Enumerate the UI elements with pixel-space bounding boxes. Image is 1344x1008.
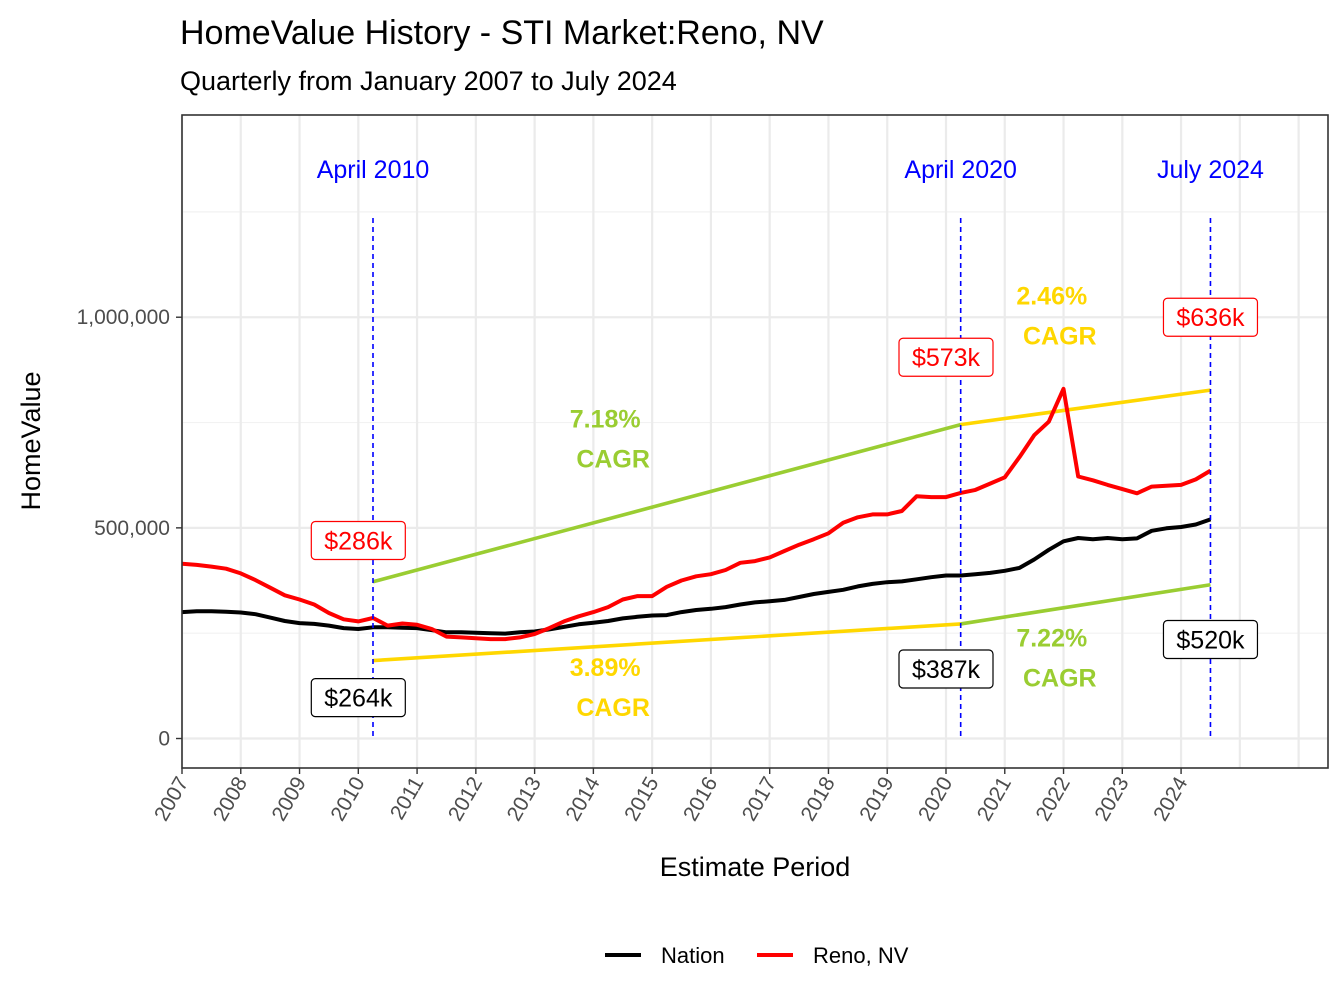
cagr-trend-line (372, 622, 961, 663)
x-tick-label: 2016 (679, 773, 722, 825)
cagr-word-label: CAGR (576, 446, 650, 474)
x-tick-label: 2010 (326, 773, 369, 825)
label-layer: $286k $264k $573k $387k $636k $520k 7.18% CAGR 2… (310, 283, 1259, 722)
value-label-box (1162, 619, 1259, 660)
y-axis-title: HomeValue (16, 371, 46, 510)
event-label: July 2024 (1157, 156, 1264, 184)
x-tick-label: 2022 (1032, 773, 1075, 825)
x-tick-label: 2014 (561, 773, 604, 825)
x-axis-title: Estimate Period (660, 852, 851, 882)
x-tick-label: 2011 (386, 773, 429, 824)
cagr-trend-line (372, 422, 962, 584)
x-tick-label: 2013 (503, 773, 546, 825)
value-label: $264k (324, 685, 393, 713)
value-label-box (898, 337, 994, 377)
series-layer (181, 386, 1212, 642)
cagr-trend-line (960, 388, 1211, 427)
legend: Nation Reno, NV (605, 943, 909, 968)
value-label-box (310, 678, 406, 718)
cagr-word-label: CAGR (1023, 665, 1097, 693)
x-tick-label: 2009 (268, 773, 311, 825)
value-label: $636k (1176, 304, 1245, 332)
x-tick-label: 2020 (914, 773, 957, 825)
value-label-box (1162, 297, 1259, 337)
series-line-nation (181, 517, 1212, 636)
x-tick-label: 2015 (620, 773, 663, 825)
value-label-box (898, 649, 994, 689)
cagr-percent-label: 3.89% (570, 654, 641, 682)
x-tick-label: 2008 (209, 773, 252, 825)
legend-label-nation: Nation (661, 943, 725, 968)
chart-title: HomeValue History - STI Market:Reno, NV (180, 14, 824, 52)
x-tick-label: 2018 (797, 773, 840, 825)
x-tick-label: 2019 (855, 773, 898, 825)
value-label: $573k (912, 344, 981, 372)
y-tick-label: 1,000,000 (77, 306, 170, 329)
y-tick-label: 0 (158, 728, 170, 751)
value-label: $387k (912, 656, 981, 684)
value-label: $520k (1176, 627, 1245, 655)
event-label: April 2020 (904, 156, 1017, 184)
cagr-percent-label: 2.46% (1016, 283, 1087, 311)
x-tick-label: 2012 (444, 773, 487, 825)
x-tick-label: 2007 (150, 773, 193, 825)
x-tick-label: 2017 (738, 773, 781, 825)
plot-panel-border (181, 114, 1329, 769)
cagr-word-label: CAGR (1023, 323, 1097, 351)
trend-layer (372, 388, 1211, 663)
chart-subtitle: Quarterly from January 2007 to July 2024 (180, 66, 677, 96)
grid-layer (180, 115, 1328, 768)
series-line-reno (181, 386, 1212, 642)
y-tick-label: 500,000 (94, 517, 170, 540)
cagr-word-label: CAGR (576, 694, 650, 722)
cagr-percent-label: 7.18% (570, 406, 641, 434)
cagr-trend-line (960, 582, 1211, 626)
value-label-box (310, 520, 406, 561)
x-tick-label: 2023 (1090, 773, 1133, 825)
value-label: $286k (324, 528, 393, 556)
cagr-percent-label: 7.22% (1016, 625, 1087, 653)
legend-label-reno: Reno, NV (813, 943, 909, 968)
x-tick-label: 2024 (1149, 773, 1192, 825)
event-label: April 2010 (317, 156, 430, 184)
x-tick-label: 2021 (973, 773, 1016, 825)
